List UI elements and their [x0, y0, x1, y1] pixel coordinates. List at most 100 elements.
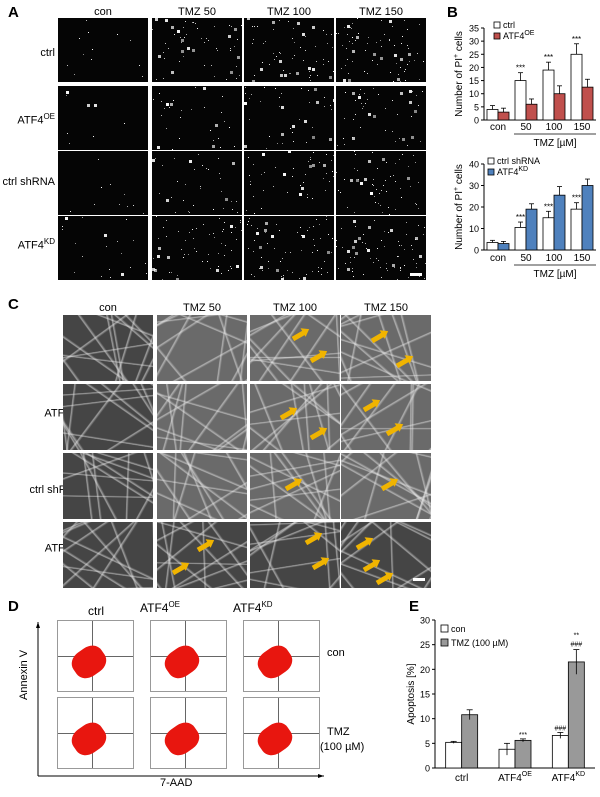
panel-label-b: B	[447, 4, 458, 21]
panel-d-col-ctrl: ctrl	[88, 604, 104, 618]
yellow-arrow-icon	[279, 408, 295, 421]
panel-d-col-atf4kd: ATF4KD	[233, 600, 273, 615]
x-tick-label: 50	[520, 253, 532, 264]
y-axis-label: Number of PI+ cells	[453, 164, 465, 250]
panel-label-e: E	[409, 598, 420, 615]
y-tick-label: 25	[420, 640, 430, 650]
pi-image-r2-c2	[152, 86, 242, 150]
panel-d-row-tmz: TMZ	[327, 726, 350, 738]
panel-d-col-atf4oe: ATF4OE	[140, 600, 181, 615]
bar-ATF4-50	[525, 103, 538, 121]
panel-c-col-tmz50: TMZ 50	[183, 302, 221, 314]
panel-d-row-con: con	[327, 647, 345, 659]
significance-label: ***	[572, 35, 581, 44]
legend-swatch	[493, 32, 501, 40]
significance-label: ***	[519, 732, 527, 739]
panel-c-col-con: con	[99, 302, 117, 314]
significance-label: ###	[570, 642, 582, 649]
yellow-arrow-icon	[291, 329, 307, 342]
bar-ctrl-shRNA-50	[514, 227, 527, 251]
phase-image-r1-c4	[341, 315, 431, 381]
y-tick-label: 25	[469, 50, 479, 60]
yellow-arrow-icon	[362, 400, 378, 413]
y-tick-label: 5	[425, 739, 430, 749]
legend-swatch	[440, 624, 449, 633]
panel-label-c: C	[8, 296, 19, 313]
panel-a-scale-bar	[410, 273, 422, 276]
y-tick-label: 30	[469, 37, 479, 47]
panel-a-row-ctrl-shrna: ctrl shRNA	[2, 176, 55, 188]
phase-image-r1-c2	[157, 315, 247, 381]
bar-ATF4-con	[497, 243, 510, 251]
chart-e: 0 5 10 15 20 25 30 ctrl ATF4OE ATF4KD *** ### ** ### A…	[406, 616, 595, 784]
phase-image-r2-c4	[341, 384, 431, 450]
y-tick-label: 20	[420, 665, 430, 675]
flow-plot-r1-c3	[243, 620, 320, 692]
y-axis-label: Number of PI+ cells	[453, 31, 465, 117]
pi-image-r2-c3	[244, 86, 334, 150]
legend-swatch	[493, 21, 501, 29]
y-tick-label: 0	[425, 764, 430, 774]
panel-label-a: A	[8, 4, 19, 21]
pi-image-r4-c4	[336, 216, 426, 280]
significance-label: ###	[554, 725, 566, 732]
yellow-arrow-icon	[309, 428, 325, 441]
pi-image-r1-c4	[336, 18, 426, 82]
yellow-arrow-icon	[362, 560, 378, 573]
bar-TMZ-100-M--0	[461, 714, 479, 769]
phase-image-r3-c1	[63, 453, 153, 519]
y-tick-label: 40	[469, 160, 479, 170]
phase-image-r4-c3	[250, 522, 340, 588]
phase-image-r2-c3	[250, 384, 340, 450]
legend-swatch	[440, 638, 449, 647]
significance-label: ***	[572, 194, 581, 203]
pi-image-r2-c4	[336, 86, 426, 150]
panel-c-scale-bar	[413, 578, 425, 581]
bar-ctrl-shRNA-150	[570, 208, 583, 251]
legend-swatch	[487, 157, 495, 165]
yellow-arrow-icon	[355, 538, 371, 551]
legend-label: con	[451, 624, 466, 634]
panel-c-col-tmz150: TMZ 150	[363, 302, 408, 314]
x-tick-label: ctrl	[455, 773, 468, 784]
x-tick-label: ATF4OE	[498, 771, 532, 784]
y-tick-label: 5	[474, 102, 479, 112]
x-tick-label: ATF4KD	[552, 771, 585, 784]
bar-ctrl-100	[542, 69, 555, 121]
phase-image-r2-c1	[63, 384, 153, 450]
panel-d-xlabel: 7-AAD	[160, 777, 193, 789]
x-tick-label: 150	[574, 122, 591, 133]
bar-ctrl-shRNA-100	[542, 217, 555, 251]
yellow-arrow-icon	[284, 479, 300, 492]
chart-b-top: 0 5 10 15 20 25 30 35 con 50 *** 100 *** 150 *** TMZ [µ…	[453, 20, 596, 149]
bar-con-0	[445, 741, 463, 769]
y-tick-label: 15	[420, 690, 430, 700]
y-tick-label: 10	[469, 224, 479, 234]
yellow-arrow-icon	[380, 479, 396, 492]
legend-label: ATF4KD	[497, 166, 528, 177]
pi-image-r3-c3	[244, 151, 334, 215]
panel-c-col-tmz100: TMZ 100	[272, 302, 317, 314]
x-tick-label: 150	[574, 253, 591, 264]
panel-d-ylabel: Annexin V	[18, 649, 30, 700]
bar-TMZ-100-M--1	[514, 739, 532, 769]
bar-ctrl-150	[570, 53, 583, 121]
phase-image-r3-c4	[341, 453, 431, 519]
y-tick-label: 35	[469, 24, 479, 34]
x-tick-label: 100	[546, 253, 563, 264]
panel-a-col-con: con	[94, 6, 112, 18]
y-tick-label: 20	[469, 203, 479, 213]
y-tick-label: 15	[469, 76, 479, 86]
significance-label: ***	[516, 64, 525, 73]
pi-image-r2-c1	[58, 86, 148, 150]
panel-a-row-atf4kd: ATF4KD	[17, 237, 55, 252]
yellow-arrow-icon	[375, 573, 391, 586]
pi-image-r4-c3	[244, 216, 334, 280]
panel-d-row-tmz-dose: (100 µM)	[320, 741, 365, 753]
bar-con-2	[551, 735, 569, 769]
legend-label: TMZ (100 µM)	[451, 638, 508, 648]
bar-ATF4-con	[497, 111, 510, 121]
flow-plot-r2-c2	[150, 697, 227, 769]
x-axis-label: TMZ [µM]	[534, 269, 577, 280]
bar-ATF4-100	[553, 194, 566, 251]
